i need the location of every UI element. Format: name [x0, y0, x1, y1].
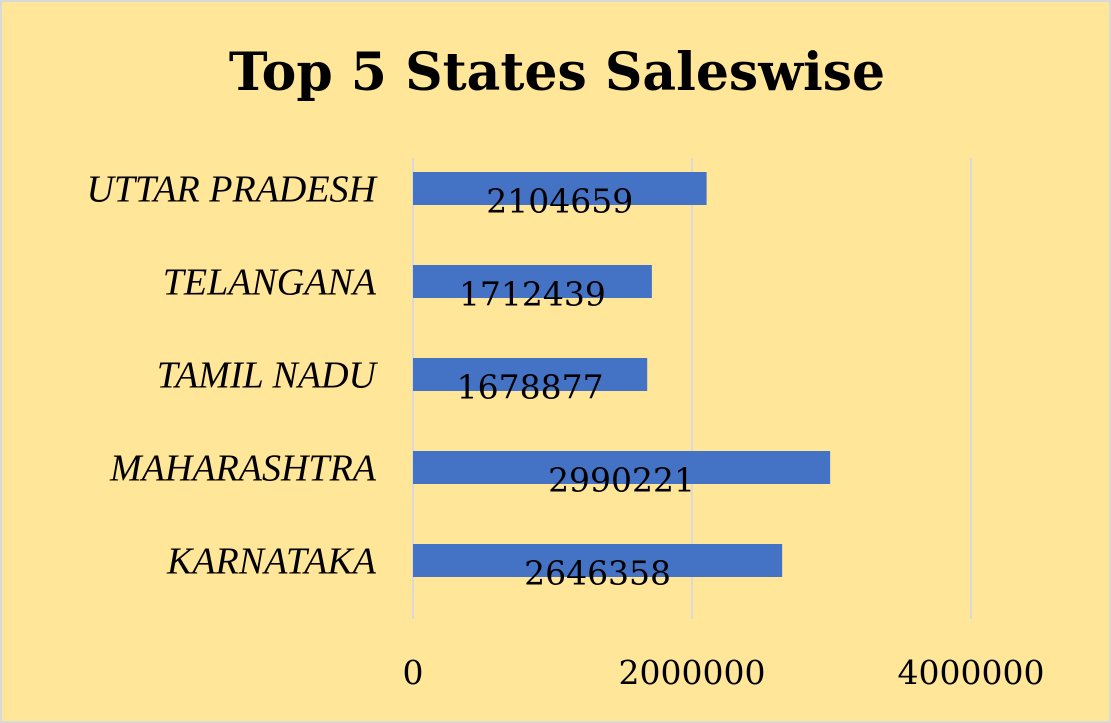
bar-tamil-nadu	[413, 358, 648, 391]
data-label-karnataka: 2646358	[524, 554, 671, 593]
data-labels: 2104659 1712439 1678877 2990221 2646358	[457, 182, 695, 593]
category-label-maharashtra: MAHARASHTRA	[109, 448, 377, 490]
category-label-telangana: TELANGANA	[163, 262, 377, 304]
x-tick-label-0: 0	[403, 653, 424, 692]
category-label-uttar-pradesh: UTTAR PRADESH	[86, 169, 378, 211]
category-labels: UTTAR PRADESH TELANGANA TAMIL NADU MAHARASH…	[86, 169, 378, 583]
bars	[413, 172, 831, 577]
data-label-maharashtra: 2990221	[548, 461, 695, 500]
data-label-telangana: 1712439	[459, 275, 606, 314]
category-label-karnataka: KARNATAKA	[166, 541, 377, 583]
x-tick-label-2000000: 2000000	[619, 653, 766, 692]
data-label-tamil-nadu: 1678877	[457, 368, 604, 407]
bar-maharashtra	[413, 451, 831, 484]
bar-karnataka	[413, 544, 783, 577]
data-label-uttar-pradesh: 2104659	[486, 182, 633, 221]
category-label-tamil-nadu: TAMIL NADU	[157, 355, 379, 397]
x-tick-label-4000000: 4000000	[898, 653, 1045, 692]
bar-telangana	[413, 265, 652, 298]
chart-title: Top 5 States Saleswise	[229, 42, 885, 103]
x-axis-tick-labels: 0 2000000 4000000	[403, 653, 1045, 692]
bar-uttar-pradesh	[413, 172, 707, 205]
